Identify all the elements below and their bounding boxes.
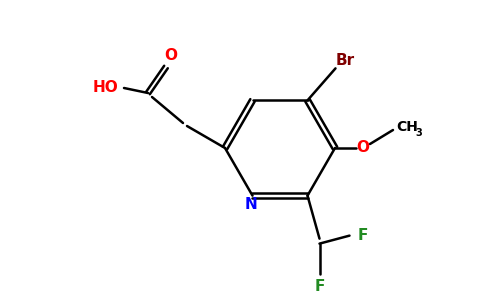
Text: Br: Br: [336, 53, 355, 68]
Text: F: F: [314, 279, 325, 294]
Text: O: O: [357, 140, 369, 155]
Text: F: F: [357, 228, 368, 243]
Text: CH: CH: [396, 120, 418, 134]
Text: O: O: [165, 49, 178, 64]
Text: HO: HO: [93, 80, 119, 94]
Text: 3: 3: [415, 128, 422, 138]
Text: N: N: [245, 197, 258, 212]
